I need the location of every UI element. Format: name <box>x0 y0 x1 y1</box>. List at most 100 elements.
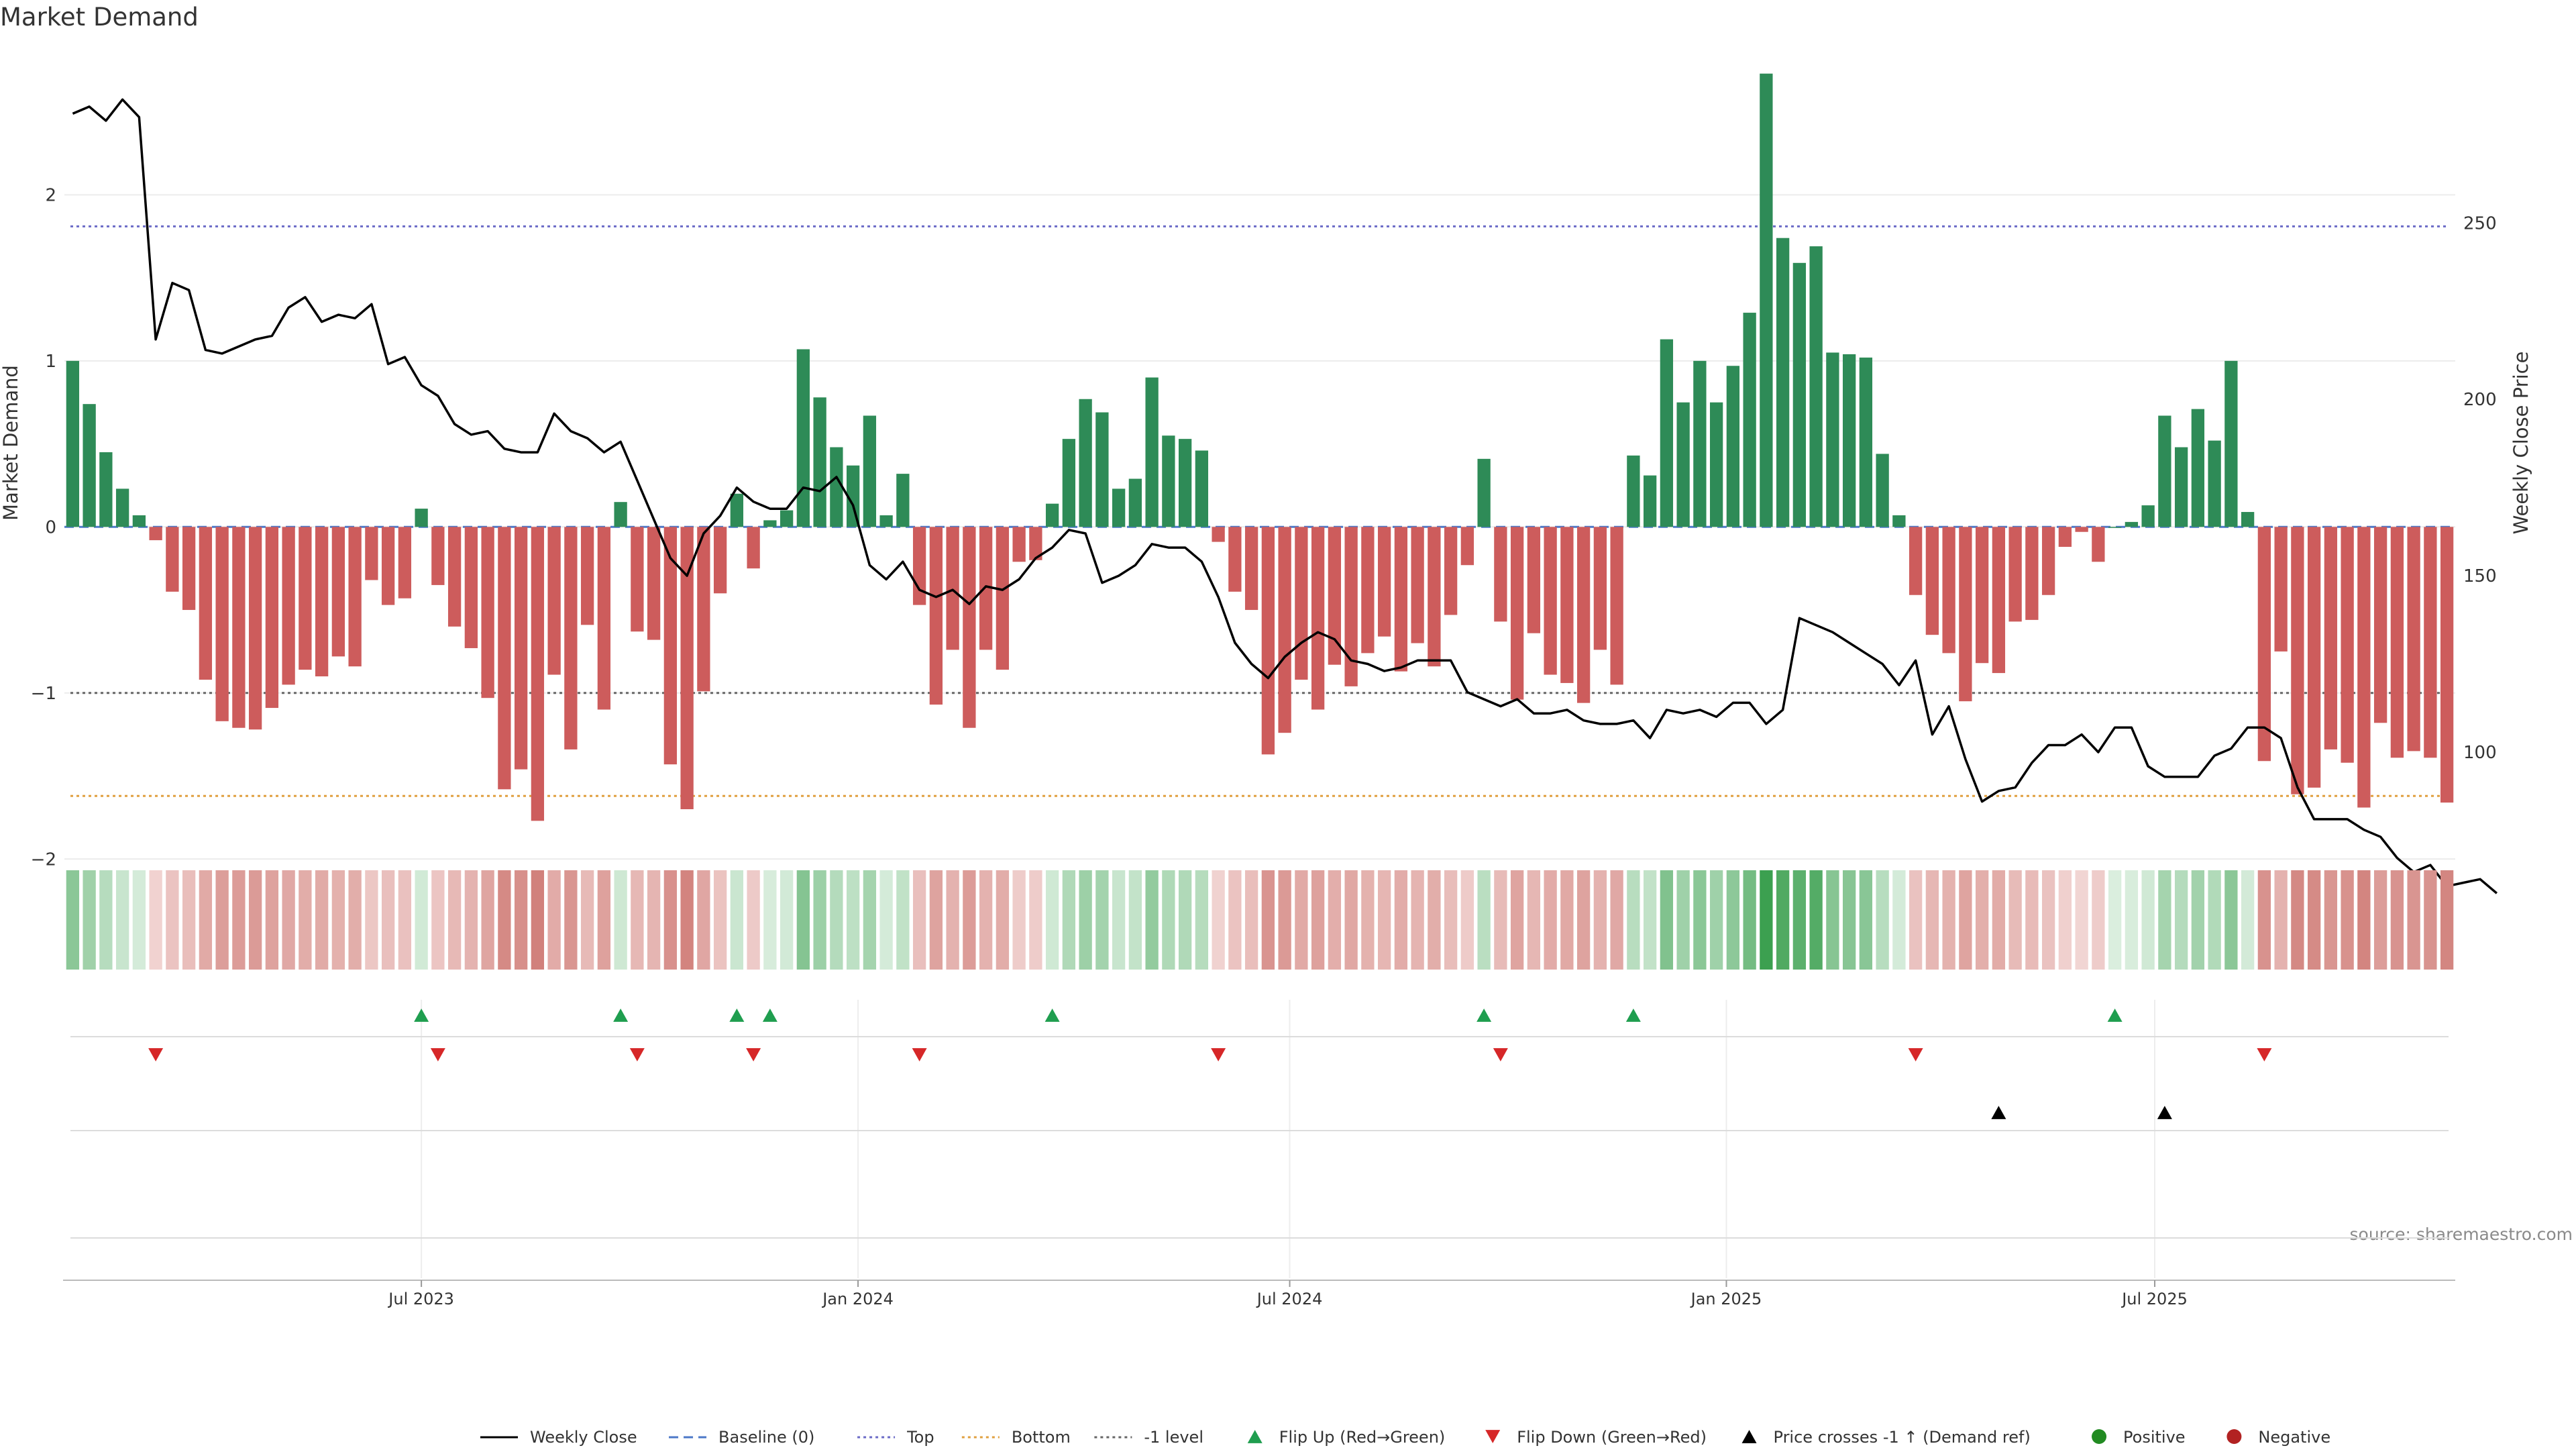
heat-cell <box>597 870 611 970</box>
heat-cell <box>1809 870 1823 970</box>
heat-cell <box>697 870 710 970</box>
heat-cell <box>1876 870 1889 970</box>
y2-axis-ticks: 250 200 150 100 <box>2463 213 2497 763</box>
demand-bar <box>1925 527 1939 635</box>
flip-down-marker <box>912 1048 927 1061</box>
demand-bar <box>132 515 146 527</box>
heat-cell <box>929 870 943 970</box>
heat-cell <box>1411 870 1424 970</box>
demand-bar <box>2041 527 2055 595</box>
demand-bar <box>1228 527 1242 592</box>
heat-cell <box>1460 870 1474 970</box>
legend-marker-flip-up <box>1247 1430 1263 1443</box>
legend: Weekly Close Baseline (0) Top Bottom -1 leve… <box>480 1428 2330 1447</box>
x-tick-label: Jul 2024 <box>1256 1290 1323 1308</box>
demand-bar <box>1792 262 1807 527</box>
demand-bar <box>1328 527 1342 665</box>
heat-cell <box>1909 870 1923 970</box>
demand-bar <box>2141 505 2155 527</box>
heat-cell <box>2373 870 2387 970</box>
demand-bar <box>929 527 943 705</box>
demand-bar <box>2075 527 2088 532</box>
heat-cell <box>1494 870 1507 970</box>
demand-bar <box>2108 527 2122 528</box>
heat-cell <box>464 870 478 970</box>
heat-cell <box>1095 870 1109 970</box>
demand-bar <box>282 527 295 685</box>
flip-up-marker <box>762 1008 777 1022</box>
demand-bar <box>1311 527 1325 710</box>
heat-cell <box>830 870 843 970</box>
heat-cell <box>1212 870 1225 970</box>
flip-down-marker <box>1908 1048 1923 1061</box>
heat-cell <box>663 870 678 970</box>
demand-bar <box>1377 527 1391 637</box>
flip-up-marker <box>2107 1008 2123 1022</box>
heat-cell <box>2357 870 2371 970</box>
heat-cell <box>1311 870 1325 970</box>
heat-cell <box>846 870 860 970</box>
demand-bar <box>1560 527 1574 683</box>
demand-bar <box>1593 527 1607 650</box>
flip-up-marker <box>1477 1008 1492 1022</box>
heat-cell <box>547 870 561 970</box>
demand-bar <box>381 527 395 605</box>
legend-label: -1 level <box>1144 1428 1203 1447</box>
heat-cell <box>1610 870 1623 970</box>
heat-cell <box>1792 870 1807 970</box>
legend-label: Price crosses -1 ↑ (Demand ref) <box>1774 1428 2031 1447</box>
demand-bar <box>2291 527 2304 794</box>
legend-marker-price-cross <box>1741 1430 1757 1443</box>
demand-bar <box>1842 354 1856 527</box>
demand-bar <box>1726 366 1740 527</box>
heat-cell <box>2324 870 2338 970</box>
price-series <box>72 98 2498 894</box>
x-tick-label: Jan 2024 <box>821 1290 894 1308</box>
demand-bar <box>365 527 378 580</box>
heat-cell <box>2092 870 2105 970</box>
demand-bar <box>1942 527 1955 654</box>
heat-cell <box>2257 870 2271 970</box>
legend-label: Positive <box>2123 1428 2186 1447</box>
demand-bar <box>2224 360 2238 527</box>
demand-bar <box>1029 527 1042 560</box>
y-tick-label: 2 <box>45 185 56 205</box>
x-tick-label: Jan 2025 <box>1690 1290 1762 1308</box>
heat-cell <box>1045 870 1059 970</box>
demand-bar <box>1527 527 1541 633</box>
heat-cell <box>1278 870 1291 970</box>
demand-bar <box>1760 73 1773 527</box>
demand-bar <box>780 510 794 527</box>
heat-cell <box>365 870 378 970</box>
heat-cell <box>1344 870 1358 970</box>
demand-bar <box>631 527 644 632</box>
flip-down-marker <box>746 1048 761 1061</box>
demand-bar <box>879 515 893 527</box>
heat-cell <box>166 870 179 970</box>
heat-cell <box>232 870 246 970</box>
demand-bar <box>1295 527 1308 680</box>
heat-cell <box>348 870 362 970</box>
demand-bar <box>2341 527 2354 763</box>
demand-bar <box>547 527 561 675</box>
demand-bar <box>2174 447 2188 527</box>
demand-bar <box>265 527 279 709</box>
flip-down-marker <box>629 1048 645 1061</box>
heat-cell <box>879 870 893 970</box>
demand-bar <box>1627 455 1640 527</box>
demand-bar <box>2274 527 2288 652</box>
heat-cell <box>680 870 694 970</box>
heat-cell <box>1743 870 1756 970</box>
demand-bar <box>1079 399 1092 527</box>
heat-cell <box>1992 870 2006 970</box>
legend-marker-positive <box>2092 1429 2107 1444</box>
demand-bar <box>963 527 976 728</box>
demand-bar <box>2424 527 2437 758</box>
legend-label: Flip Up (Red→Green) <box>1279 1428 1446 1447</box>
demand-bar <box>1975 527 1989 664</box>
heat-cell <box>415 870 428 970</box>
heat-cell <box>398 870 412 970</box>
demand-bar <box>1643 475 1657 527</box>
heat-cell <box>863 870 877 970</box>
